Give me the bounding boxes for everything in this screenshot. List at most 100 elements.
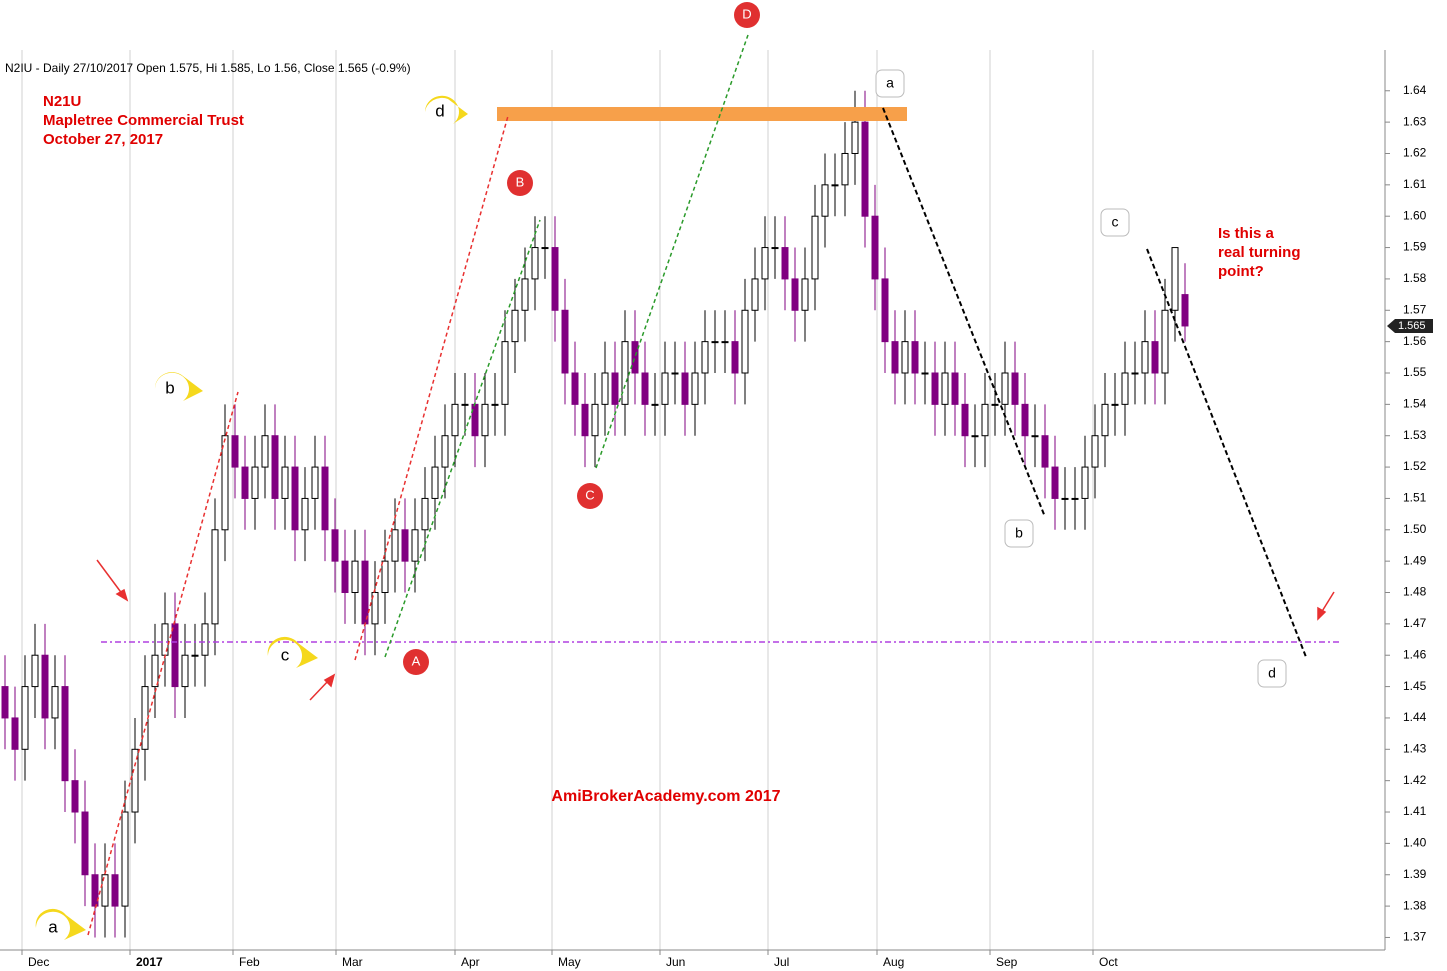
callout [267, 636, 318, 668]
red-callouts: A B C D [403, 2, 760, 675]
candle-body [1011, 372, 1019, 405]
candle-body [341, 560, 349, 594]
annotation: Is this a [1218, 225, 1275, 242]
y-tick-label: 1.45 [1403, 679, 1427, 693]
grid [21, 50, 1094, 950]
candle-body [1141, 341, 1149, 374]
candle-body [471, 403, 479, 437]
annotation: Mapletree Commercial Trust [43, 112, 244, 129]
candle-body [1001, 372, 1009, 405]
candle-body [1071, 497, 1079, 500]
candle-body [961, 403, 969, 437]
wave-label: B [516, 174, 525, 189]
candle-body [241, 466, 249, 499]
candle-body [921, 372, 929, 375]
candle-body [991, 403, 999, 406]
candles [1, 90, 1189, 938]
callout [424, 95, 468, 124]
box [1004, 519, 1034, 548]
candle-body [371, 592, 379, 625]
candle-body [721, 341, 729, 344]
circle [403, 649, 429, 675]
y-tick-label: 1.51 [1403, 491, 1427, 505]
candle-body [211, 529, 219, 625]
candle-body [351, 560, 359, 594]
x-tick-label: 2017 [136, 955, 163, 969]
y-tick-label: 1.38 [1403, 898, 1427, 912]
candle-body [1101, 403, 1109, 437]
box [1100, 208, 1130, 237]
candle-body [1081, 466, 1089, 499]
trend-line [384, 219, 541, 658]
candle-body [931, 372, 939, 405]
y-tick-label: 1.46 [1403, 647, 1427, 661]
candle-body [771, 247, 779, 250]
y-tick-label: 1.42 [1403, 773, 1427, 787]
candle-body [951, 372, 959, 405]
candle-body [1121, 372, 1129, 405]
candle-body [891, 341, 899, 374]
yellow-callouts: d b c a [35, 95, 468, 940]
arrows [96, 559, 1335, 701]
candle-body [111, 874, 119, 907]
annotation: point? [1218, 263, 1264, 280]
candle-body [851, 121, 859, 154]
candle-body [451, 403, 459, 437]
watermark: AmiBrokerAcademy.com 2017 [551, 788, 780, 805]
white-callouts: a b c d [875, 69, 1287, 688]
candle-body [321, 466, 329, 531]
candle-body [1091, 435, 1099, 468]
y-tick-label: 1.64 [1403, 83, 1427, 97]
trend-line [595, 34, 749, 469]
y-tick-label: 1.52 [1403, 459, 1427, 473]
candle-body [551, 247, 559, 311]
candle-body [671, 372, 679, 375]
axes: Dec 2017 Feb Mar Apr May Jun Jul Aug Sep Oct 1.37 1.… [21, 83, 1433, 969]
candle-body [151, 654, 159, 688]
y-tick-label: 1.57 [1403, 302, 1427, 316]
candle-body [841, 152, 849, 186]
candle-body [621, 341, 629, 405]
annotation: real turning [1218, 244, 1301, 261]
candle-body [311, 466, 319, 499]
last-price-label: 1.565 [1398, 320, 1426, 332]
candle-body [531, 247, 539, 280]
wave-label: d [435, 101, 444, 120]
y-tick-label: 1.62 [1403, 146, 1427, 160]
candle-body [1021, 403, 1029, 437]
candle-body [81, 811, 89, 876]
y-tick-label: 1.56 [1403, 334, 1427, 348]
candle-body [21, 686, 29, 750]
y-tick-label: 1.55 [1403, 365, 1427, 379]
trend-line [87, 391, 239, 936]
candle-body [641, 372, 649, 405]
wave-label: a [48, 917, 58, 936]
y-tick-label: 1.40 [1403, 836, 1427, 850]
candle-body [711, 341, 719, 344]
candle-body [181, 654, 189, 688]
candle-body [51, 686, 59, 719]
candle-body [131, 748, 139, 813]
trend-line [1146, 248, 1307, 658]
candle-body [571, 372, 579, 405]
candle-body [1051, 466, 1059, 499]
wave-label: D [742, 6, 751, 21]
x-tick-label: Feb [239, 955, 260, 969]
candle-body [221, 435, 229, 531]
y-tick-label: 1.50 [1403, 522, 1427, 536]
candle-body [831, 184, 839, 187]
x-tick-label: Jul [774, 955, 789, 969]
y-tick-label: 1.61 [1403, 177, 1427, 191]
candle-body [681, 372, 689, 405]
candle-body [691, 372, 699, 405]
candle-body [1, 686, 9, 719]
candle-body [301, 497, 309, 531]
candle-body [201, 623, 209, 656]
candle-body [31, 654, 39, 688]
candle-body [761, 247, 769, 280]
candle-body [231, 435, 239, 468]
y-tick-label: 1.59 [1403, 240, 1427, 254]
last-price-tag [1387, 318, 1433, 333]
candle-body [561, 309, 569, 374]
